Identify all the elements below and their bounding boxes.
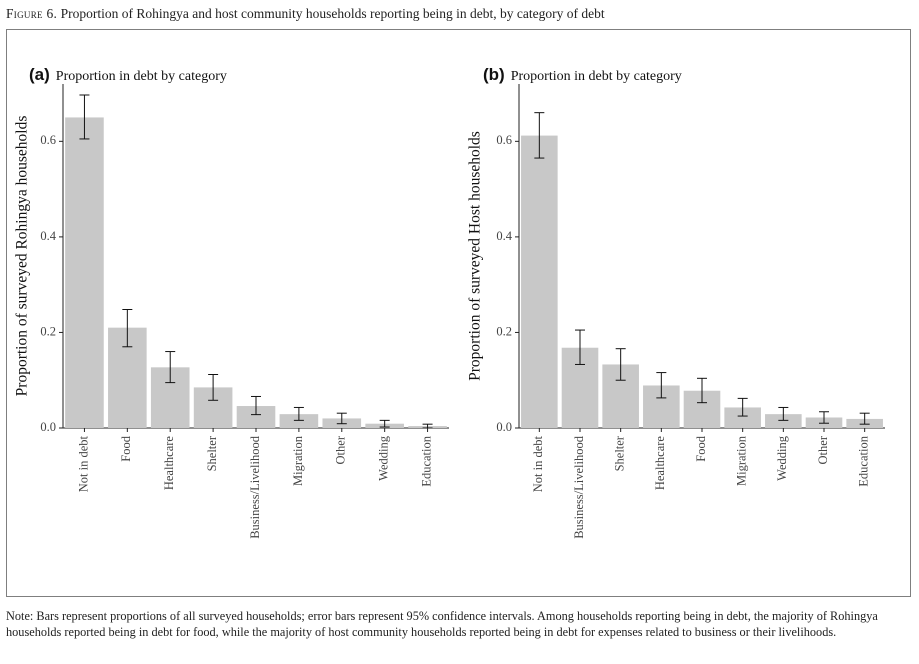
x-tick-label: Food [119,435,133,461]
figure-caption: Figure 6. Proportion of Rohingya and hos… [6,6,911,22]
panel-title: (b) Proportion in debt by category [483,65,682,84]
y-tick-label: 0.2 [496,324,512,338]
x-tick-label: Education [419,435,433,486]
x-tick-label: Business/Livelihood [572,435,586,539]
bar [279,414,319,428]
bar [765,414,802,428]
x-tick-label: Education [857,435,871,486]
bar [521,135,558,428]
bar [724,407,761,428]
x-tick-label: Wedding [775,435,789,481]
y-axis-label: Proportion of surveyed Host households [467,131,484,381]
figure-title: Proportion of Rohingya and host communit… [60,6,605,21]
y-tick-label: 0.0 [496,420,512,434]
panel-subtitle: Proportion in debt by category [56,69,227,84]
x-tick-label: Shelter [613,435,627,471]
x-tick-label: Food [694,435,708,461]
y-tick-label: 0.6 [40,133,56,147]
chart-area: (a) Proportion in debt by category Proport… [14,65,885,539]
x-tick-label: Healthcare [653,436,667,491]
x-tick-label: Not in debt [76,435,90,492]
x-tick-label: Migration [735,435,749,486]
x-tick-label: Other [334,435,348,464]
y-tick-label: 0.2 [40,324,56,338]
panel-letter: (a) [29,65,50,84]
x-tick-label: Wedding [377,435,391,481]
x-tick-label: Not in debt [531,435,545,492]
x-tick-label: Migration [291,435,305,486]
y-tick-label: 0.4 [496,229,512,243]
panel-b: (b) Proportion in debt by category Proport… [467,65,885,539]
x-tick-label: Other [816,435,830,464]
figure-frame: (a) Proportion in debt by category Proport… [6,29,911,597]
x-tick-label: Healthcare [162,436,176,491]
bar [236,406,276,428]
figure-note: Note: Bars represent proportions of all … [6,609,878,639]
panel-title: (a) Proportion in debt by category [29,65,227,84]
panel-subtitle: Proportion in debt by category [511,69,682,84]
x-tick-label: Shelter [205,435,219,471]
y-tick-label: 0.0 [40,420,56,434]
bar [65,117,104,428]
y-tick-label: 0.6 [496,133,512,147]
y-tick-label: 0.4 [40,229,56,243]
figure-label: Figure 6. [6,6,58,21]
panel-letter: (b) [483,65,505,84]
x-tick-label: Business/Livelihood [248,435,262,539]
panel-a: (a) Proportion in debt by category Proport… [14,65,449,539]
y-axis-label: Proportion of surveyed Rohingya househol… [14,116,31,397]
